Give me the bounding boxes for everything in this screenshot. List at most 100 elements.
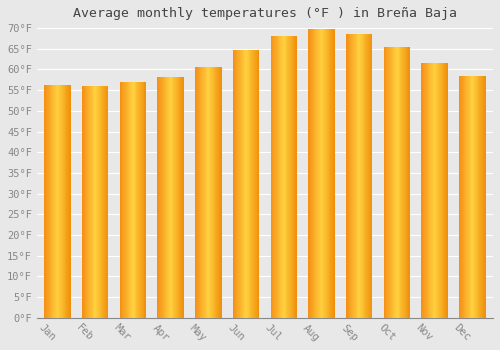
Bar [469,76,470,318]
Bar [327,29,328,318]
Bar [331,29,332,318]
Bar [166,77,167,318]
Bar [274,35,275,318]
Bar [272,35,273,318]
Bar [483,76,484,318]
Bar [422,63,423,318]
Bar [428,63,430,318]
Bar [86,86,88,318]
Bar [84,86,86,318]
Bar [348,34,350,318]
Bar [286,35,288,318]
Bar [102,86,103,318]
Bar [441,63,442,318]
Bar [208,67,210,318]
Bar [289,35,290,318]
Bar [252,50,253,318]
Bar [482,76,483,318]
Bar [396,47,397,318]
Bar [210,67,211,318]
Bar [319,29,320,318]
Bar [47,85,48,318]
Bar [182,77,183,318]
Bar [250,50,252,318]
Bar [317,29,318,318]
Bar [280,35,281,318]
Bar [83,86,84,318]
Bar [60,85,61,318]
Bar [466,76,467,318]
Bar [398,47,400,318]
Bar [430,63,431,318]
Bar [211,67,212,318]
Bar [234,50,236,318]
Bar [468,76,469,318]
Bar [438,63,439,318]
Bar [439,63,440,318]
Bar [425,63,426,318]
Bar [248,50,250,318]
Bar [128,82,130,318]
Bar [444,63,445,318]
Bar [62,85,63,318]
Bar [241,50,242,318]
Bar [433,63,434,318]
Bar [476,76,478,318]
Bar [437,63,438,318]
Bar [426,63,428,318]
Bar [312,29,314,318]
Bar [104,86,105,318]
Bar [273,35,274,318]
Bar [176,77,177,318]
Bar [369,34,370,318]
Bar [46,85,47,318]
Bar [56,85,58,318]
Bar [291,35,292,318]
Bar [242,50,244,318]
Bar [325,29,326,318]
Bar [354,34,355,318]
Bar [358,34,359,318]
Bar [203,67,204,318]
Bar [55,85,56,318]
Bar [320,29,322,318]
Bar [386,47,387,318]
Bar [50,85,51,318]
Bar [353,34,354,318]
Bar [200,67,202,318]
Bar [472,76,473,318]
Bar [99,86,100,318]
Bar [97,86,98,318]
Bar [276,35,278,318]
Bar [278,35,280,318]
Bar [397,47,398,318]
Bar [366,34,367,318]
Bar [392,47,394,318]
Bar [100,86,102,318]
Bar [423,63,424,318]
Bar [281,35,282,318]
Bar [164,77,166,318]
Bar [218,67,219,318]
Bar [177,77,178,318]
Bar [58,85,59,318]
Bar [125,82,126,318]
Bar [347,34,348,318]
Bar [408,47,409,318]
Bar [138,82,139,318]
Bar [213,67,214,318]
Bar [167,77,168,318]
Bar [432,63,433,318]
Bar [481,76,482,318]
Bar [103,86,104,318]
Bar [132,82,133,318]
Bar [360,34,361,318]
Bar [475,76,476,318]
Bar [254,50,255,318]
Bar [161,77,162,318]
Bar [233,50,234,318]
Bar [205,67,206,318]
Bar [144,82,146,318]
Bar [94,86,96,318]
Bar [275,35,276,318]
